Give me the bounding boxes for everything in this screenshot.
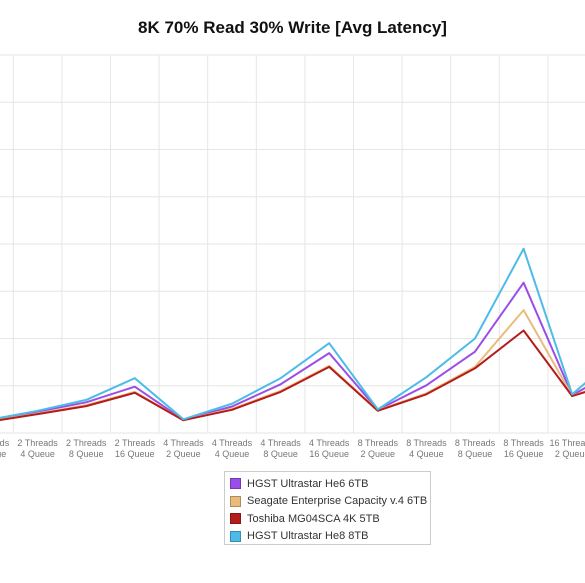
series-line-3 [0,329,585,422]
legend-swatch [230,530,241,542]
grid-lines [0,54,585,434]
legend-swatch [230,513,241,525]
x-tick-label: 4 Threads 2 Queue [163,438,204,459]
x-tick-label: 4 Threads 8 Queue [260,438,301,459]
x-tick-label: 2 Threads 4 Queue [17,438,58,459]
x-tick-label: 2 Threads 16 Queue [115,438,156,459]
legend-item[interactable]: Seagate Enterprise Capacity v.4 6TB [230,493,430,511]
legend-item[interactable]: HGST Ultrastar He8 8TB [230,528,430,546]
legend-swatch [230,478,241,490]
legend-label: HGST Ultrastar He6 6TB [247,477,369,490]
x-tick-label: 8 Threads 2 Queue [358,438,399,459]
chart-title: 8K 70% Read 30% Write [Avg Latency] [138,18,447,37]
x-tick-label: 8 Threads 8 Queue [455,438,496,459]
x-tick-label: 4 Threads 16 Queue [309,438,350,459]
legend: HGST Ultrastar He6 6TB Seagate Enterprise… [224,471,431,545]
x-tick-label: 2 Threads 8 Queue [66,438,107,459]
legend-item[interactable]: HGST Ultrastar He6 6TB [230,475,430,493]
legend-label: Seagate Enterprise Capacity v.4 6TB [247,495,428,508]
legend-label: Toshiba MG04SCA 4K 5TB [247,512,380,525]
series-line-1 [0,281,585,421]
legend-label: HGST Ultrastar He8 8TB [247,530,369,543]
series-line-2 [0,309,585,422]
legend-item[interactable]: Toshiba MG04SCA 4K 5TB [230,510,430,528]
x-tick-label: 8 Threads 16 Queue [503,438,544,459]
x-tick-label: 4 Threads 4 Queue [212,438,253,459]
legend-swatch [230,495,241,507]
series-lines [0,247,585,422]
x-tick-label: 8 Threads 4 Queue [406,438,447,459]
series-line-4 [0,247,585,421]
